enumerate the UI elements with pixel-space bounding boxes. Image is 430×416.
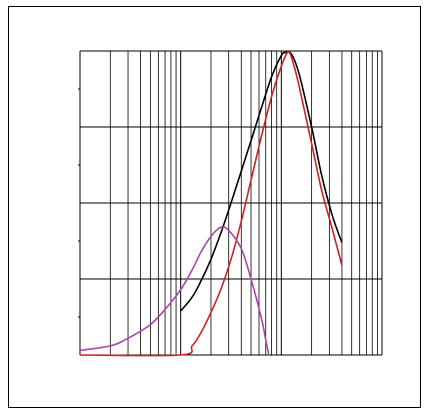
chart-frame (8, 6, 421, 408)
series-line-1 (180, 51, 343, 312)
series-layer (79, 50, 343, 357)
series-line-3 (79, 226, 270, 356)
grid-major (78, 50, 383, 356)
chart-svg (78, 50, 383, 357)
series-line-2 (79, 50, 343, 357)
